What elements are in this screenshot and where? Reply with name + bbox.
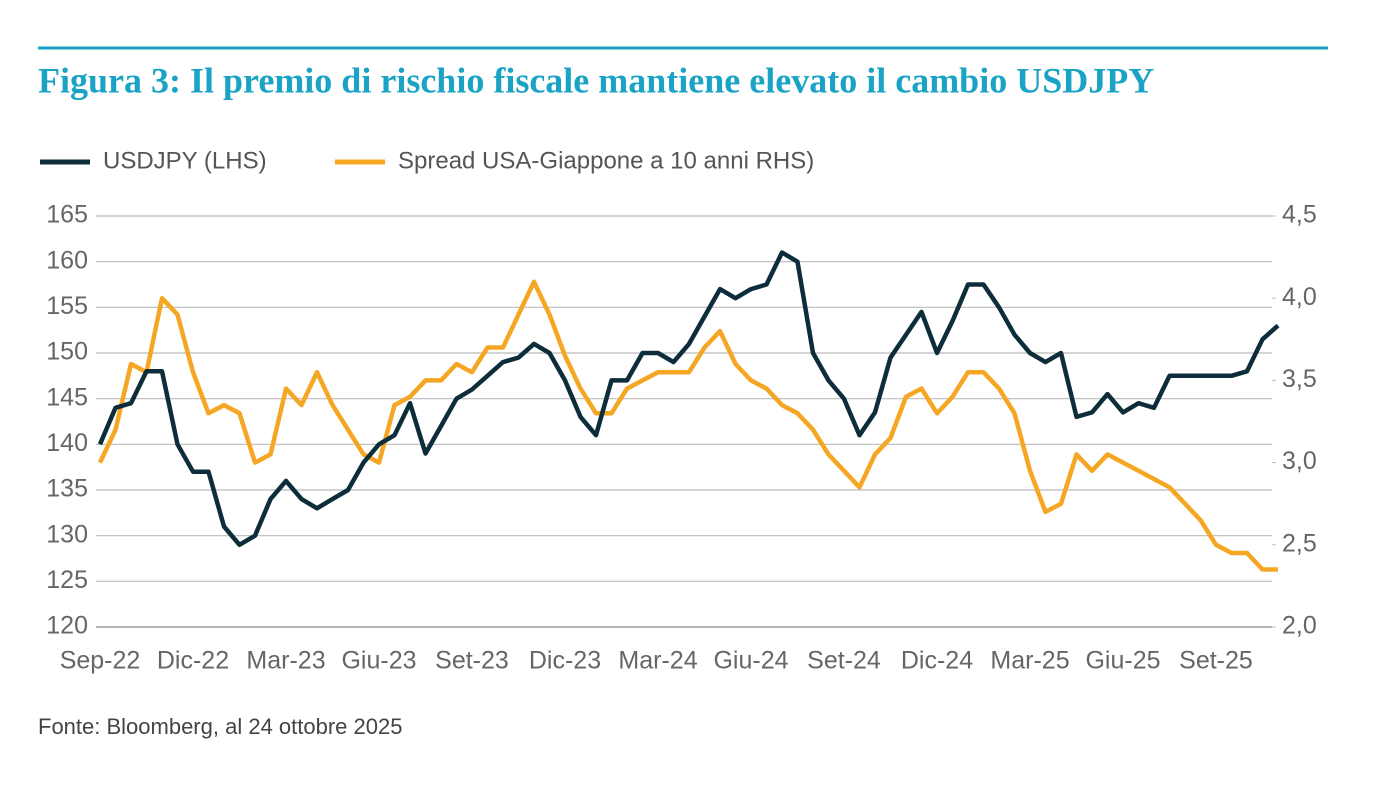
chart-title: Figura 3: Il premio di rischio fiscale m… xyxy=(38,60,1154,100)
x-tick-label: Set-24 xyxy=(807,647,881,675)
y-tick-label: 125 xyxy=(46,566,88,594)
x-tick-label: Mar-23 xyxy=(246,647,325,675)
x-tick-label: Mar-25 xyxy=(990,647,1069,675)
y2-tick-label: 2,5 xyxy=(1282,529,1317,557)
x-tick-label: Set-23 xyxy=(435,647,509,675)
y-tick-label: 135 xyxy=(46,475,88,503)
x-tick-label: Dic-23 xyxy=(529,647,601,675)
x-tick-label: Sep-22 xyxy=(60,647,141,675)
y2-tick-label: 4,5 xyxy=(1282,201,1317,229)
x-tick-label: Giu-23 xyxy=(341,647,416,675)
series-line xyxy=(97,279,1278,572)
y-tick-label: 145 xyxy=(46,383,88,411)
x-tick-label: Dic-22 xyxy=(157,647,229,675)
y-tick-label: 165 xyxy=(46,201,88,229)
y-tick-label: 140 xyxy=(46,429,88,457)
x-tick-label: Giu-24 xyxy=(713,647,788,675)
y-tick-label: 130 xyxy=(46,520,88,548)
x-tick-label: Set-25 xyxy=(1179,647,1253,675)
legend-label: USDJPY (LHS) xyxy=(103,147,267,174)
y-tick-label: 120 xyxy=(46,612,88,640)
series-line xyxy=(97,250,1280,548)
y2-tick-label: 4,0 xyxy=(1282,283,1317,311)
y2-tick-label: 3,0 xyxy=(1282,447,1317,475)
y-tick-label: 160 xyxy=(46,246,88,274)
y2-tick-label: 2,0 xyxy=(1282,612,1317,640)
y-tick-label: 150 xyxy=(46,338,88,366)
x-tick-label: Dic-24 xyxy=(901,647,973,675)
source-note: Fonte: Bloomberg, al 24 ottobre 2025 xyxy=(38,714,402,739)
x-tick-label: Giu-25 xyxy=(1085,647,1160,675)
x-tick-label: Mar-24 xyxy=(618,647,697,675)
y2-tick-label: 3,5 xyxy=(1282,365,1317,393)
legend-label: Spread USA-Giappone a 10 anni RHS) xyxy=(398,147,814,174)
y-tick-label: 155 xyxy=(46,292,88,320)
